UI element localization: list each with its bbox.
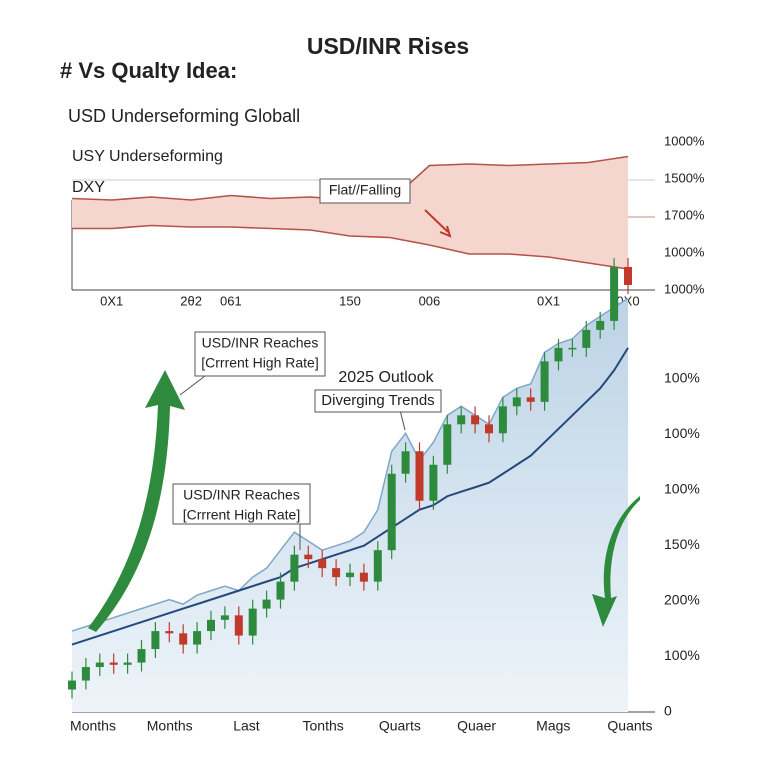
x-tick-label: Quaer <box>457 718 496 734</box>
y-tick-label: 0 <box>664 703 672 719</box>
candle-body <box>137 649 146 663</box>
candle-body <box>346 572 354 578</box>
annotation: [Crrrent High Rate] <box>201 355 318 371</box>
candle-body <box>596 320 605 330</box>
candle-body <box>485 424 493 434</box>
y-tick-label: 1000% <box>664 133 705 148</box>
y-tick-label: 1700% <box>664 207 705 222</box>
annotation-box <box>172 483 311 525</box>
arrow <box>424 209 452 238</box>
candle-body <box>179 633 188 645</box>
x-tick-label: 061 <box>220 293 242 308</box>
candle-body <box>415 451 424 501</box>
candle-body <box>290 554 299 582</box>
x-tick-label: Tonths <box>303 718 344 734</box>
candle-body <box>387 473 396 551</box>
candle-body <box>165 631 174 634</box>
series-label: DXY <box>72 179 105 196</box>
candle-body <box>193 631 202 645</box>
candle-body <box>498 406 507 434</box>
candle-body <box>457 415 466 425</box>
candle-body <box>207 619 215 632</box>
annotation-box <box>194 331 326 377</box>
y-tick-label: 100% <box>664 425 700 441</box>
x-tick-label: 006 <box>419 293 441 308</box>
candle-body <box>359 572 368 582</box>
candle-body <box>568 347 577 350</box>
candle-body <box>443 424 452 465</box>
candle-body <box>624 266 632 285</box>
candle-body <box>68 680 76 690</box>
callout-pointer <box>179 375 206 396</box>
candle-body <box>276 581 285 600</box>
annotation: USD/INR Reaches <box>183 487 300 503</box>
candle-body <box>318 559 327 569</box>
caption: USD Underseforming Globall <box>68 106 300 126</box>
candle-body <box>610 266 619 321</box>
y-tick-label: 1000% <box>664 281 705 296</box>
x-tick-label: Quants <box>607 718 652 734</box>
candle-body <box>332 568 341 578</box>
candle-body <box>373 550 382 582</box>
y-tick-label: 1500% <box>664 170 705 185</box>
candle-body <box>81 667 90 681</box>
candle-body <box>526 397 535 402</box>
y-tick-label: 200% <box>664 592 700 608</box>
candle-body <box>123 662 132 665</box>
x-tick-label: Months <box>70 718 116 734</box>
callout-pointer <box>399 409 406 431</box>
panel-title: USY Underseforming <box>72 148 223 165</box>
arrow-up <box>88 370 185 632</box>
x-tick-label: Months <box>147 718 193 734</box>
x-tick-label: Mags <box>536 718 570 734</box>
candle-body <box>109 662 118 665</box>
x-tick-label: 0X1 <box>537 293 560 308</box>
annotation: Diverging Trends <box>321 392 434 409</box>
candle-body <box>151 631 160 650</box>
candle-body <box>248 608 257 636</box>
candle-body <box>304 554 313 560</box>
x-tick-label: Quarts <box>379 718 421 734</box>
y-tick-label: 100% <box>664 370 700 386</box>
candle-body <box>262 599 271 609</box>
x-tick-label: 2θ2 <box>180 293 202 308</box>
data-line <box>72 224 629 270</box>
annotation: 2025 Outlook <box>338 369 434 386</box>
x-tick-label: Last <box>233 718 260 734</box>
y-tick-label: 100% <box>664 481 700 497</box>
x-tick-label: 150 <box>339 293 361 308</box>
title: USD/INR Rises <box>307 33 469 59</box>
area-band <box>72 156 628 269</box>
envelope-line <box>71 297 629 632</box>
annotation-box <box>314 389 442 413</box>
y-tick-label: 1000% <box>664 244 705 259</box>
trend-line <box>71 347 629 646</box>
candle-body <box>220 615 229 620</box>
x-tick-label: 0X1 <box>100 293 123 308</box>
candle-body <box>582 329 591 348</box>
candle-body <box>234 615 243 636</box>
area <box>72 298 628 712</box>
candle-body <box>95 662 104 668</box>
candle-body <box>429 464 438 501</box>
annotation: USD/INR Reaches <box>202 335 319 351</box>
candle-body <box>540 361 549 402</box>
annotation-box <box>319 178 411 204</box>
candle-body <box>471 415 480 425</box>
candle-body <box>554 347 563 362</box>
candle-body <box>512 397 521 407</box>
subtitle: # Vs Qualty Idea: <box>60 58 237 83</box>
annotation: [Crrrent High Rate] <box>183 507 300 523</box>
y-tick-label: 100% <box>664 647 700 663</box>
candle-body <box>401 451 410 474</box>
annotation: Flat//Falling <box>329 182 401 198</box>
y-tick-label: 150% <box>664 536 700 552</box>
